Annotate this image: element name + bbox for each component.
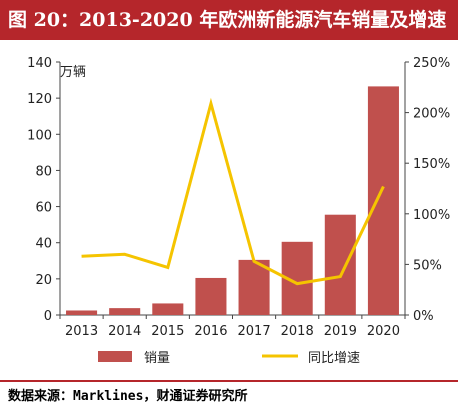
- x-tick-label: 2020: [367, 324, 400, 339]
- sales-bar: [195, 277, 227, 315]
- source-note: 数据来源：Marklines，财通证券研究所: [8, 389, 248, 404]
- legend: 销量 同比增速: [98, 351, 360, 366]
- legend-bar-swatch: [98, 351, 132, 362]
- y-tick-label: 80: [35, 164, 52, 179]
- y2-tick-label: 0%: [413, 309, 434, 324]
- axes: 0 20 40 60 80 100 120 140 0% 50% 100% 150% 200% 250% 2…: [27, 56, 450, 339]
- y-axis-unit-label: 万辆: [60, 65, 86, 80]
- y-tick-label: 0: [44, 309, 52, 324]
- x-tick-label: 2014: [108, 324, 141, 339]
- sales-bar: [238, 259, 270, 315]
- sales-bar: [367, 86, 399, 315]
- sales-bar: [66, 310, 98, 315]
- legend-line-label: 同比增速: [308, 351, 360, 366]
- y-tick-label: 140: [27, 56, 52, 71]
- y2-tick-label: 50%: [413, 258, 442, 273]
- x-tick-label: 2015: [151, 324, 184, 339]
- y2-tick-label: 100%: [413, 208, 450, 223]
- y2-tick-label: 150%: [413, 157, 450, 172]
- growth-line: [81, 97, 385, 286]
- x-tick-label: 2018: [281, 324, 314, 339]
- y-tick-label: 20: [35, 273, 52, 288]
- source-divider: [0, 380, 458, 382]
- bar-series: [66, 86, 399, 315]
- x-tick-label: 2017: [238, 324, 271, 339]
- legend-bar-label: 销量: [144, 351, 170, 366]
- x-tick-label: 2019: [324, 324, 357, 339]
- y-tick-label: 100: [27, 128, 52, 143]
- x-tick-label: 2013: [65, 324, 98, 339]
- x-tick-label: 2016: [194, 324, 227, 339]
- y-tick-label: 60: [35, 201, 52, 216]
- line-series: [81, 97, 385, 286]
- y2-tick-label: 250%: [413, 56, 450, 71]
- title-bar: 图 20：2013-2020 年欧洲新能源汽车销量及增速: [0, 0, 458, 40]
- y-tick-label: 40: [35, 237, 52, 252]
- sales-growth-chart: 0 20 40 60 80 100 120 140 0% 50% 100% 150% 200% 250% 2…: [27, 56, 450, 366]
- y2-tick-label: 200%: [413, 107, 450, 122]
- figure-title: 图 20：2013-2020 年欧洲新能源汽车销量及增速: [8, 9, 447, 31]
- sales-bar: [324, 214, 356, 315]
- sales-bar: [152, 303, 184, 315]
- y-tick-label: 120: [27, 92, 52, 107]
- sales-bar: [109, 308, 141, 315]
